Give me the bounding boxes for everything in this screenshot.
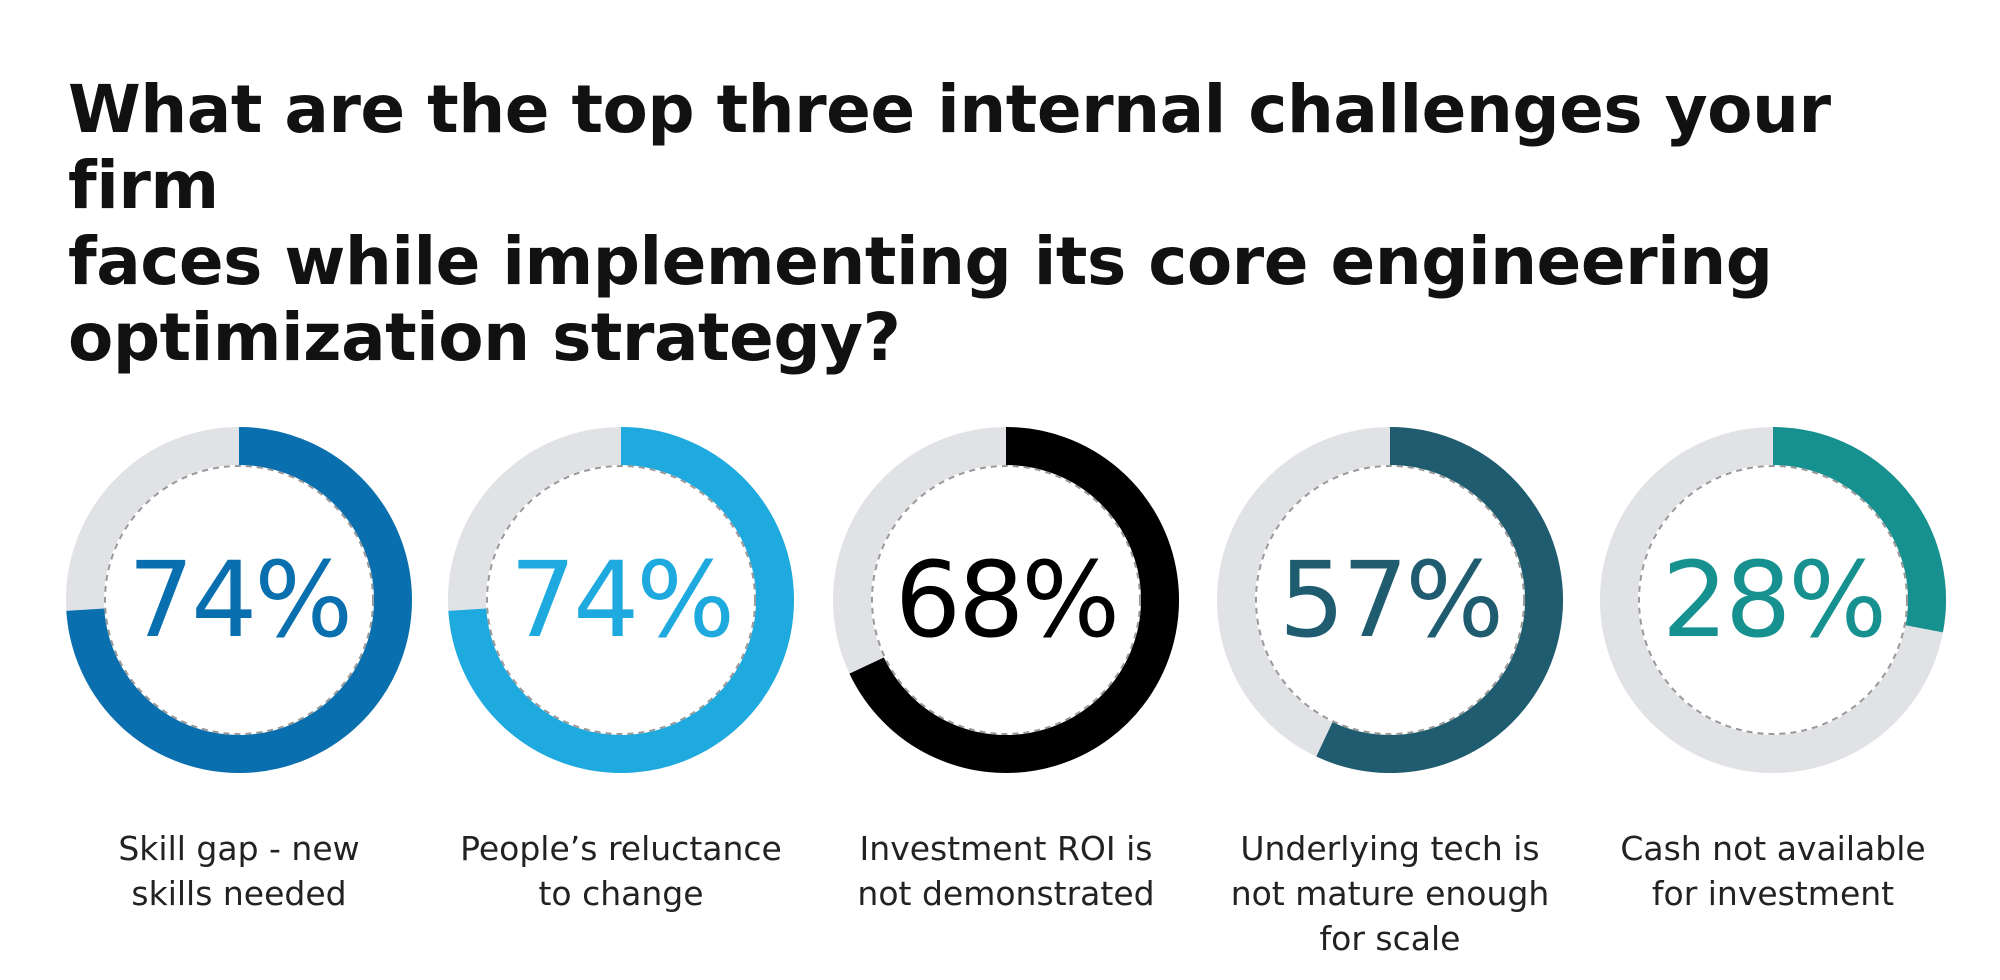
donut-chart-3 (833, 427, 1179, 773)
chart-title-line-2: faces while implementing its core engine… (68, 223, 1773, 300)
donut-value-1: 74% (127, 539, 353, 661)
donut-inner-ring-5 (1638, 465, 1908, 735)
donut-value-3: 68% (894, 539, 1120, 661)
donut-label-3-line-1: Investment ROI is (859, 829, 1153, 868)
donut-label-5: Cash not available for investment (1583, 826, 1963, 916)
chart-title: What are the top three internal challeng… (68, 72, 1888, 376)
donut-arc-3 (849, 427, 1179, 773)
donut-value-2: 74% (509, 539, 735, 661)
donut-inner-ring-2 (486, 465, 756, 735)
donut-arc-2 (448, 427, 794, 773)
donut-label-4-line-2: not mature enough (1230, 874, 1550, 913)
donut-chart-2 (448, 427, 794, 773)
donut-arc-1 (66, 427, 412, 773)
chart-title-line-1: What are the top three internal challeng… (68, 71, 1831, 224)
donut-label-5-line-2: for investment (1651, 874, 1895, 913)
donut-label-4: Underlying tech is not mature enough for… (1200, 826, 1580, 961)
donut-label-5-line-1: Cash not available (1620, 829, 1926, 868)
donut-value-5: 28% (1661, 539, 1887, 661)
donut-label-2-line-2: to change (538, 874, 704, 913)
donut-label-4-line-3: for scale (1319, 919, 1461, 958)
donut-label-1: Skill gap - new skills needed (49, 826, 429, 916)
donut-chart-1 (66, 427, 412, 773)
donut-label-1-line-1: Skill gap - new (118, 829, 360, 868)
chart-title-line-3: optimization strategy? (68, 299, 901, 376)
donut-inner-ring-3 (871, 465, 1141, 735)
donut-label-3-line-2: not demonstrated (857, 874, 1155, 913)
donut-arc-5 (1772, 427, 1946, 633)
donut-label-1-line-2: skills needed (131, 874, 347, 913)
donut-label-3: Investment ROI is not demonstrated (816, 826, 1196, 916)
donut-label-4-line-1: Underlying tech is (1240, 829, 1540, 868)
donut-value-4: 57% (1278, 539, 1504, 661)
donut-arc-4 (1316, 427, 1563, 773)
donut-label-2: People’s reluctance to change (431, 826, 811, 916)
donut-inner-ring-4 (1255, 465, 1525, 735)
donut-chart-5 (1600, 427, 1946, 773)
donut-chart-4 (1217, 427, 1563, 773)
donut-inner-ring-1 (104, 465, 374, 735)
donut-label-2-line-1: People’s reluctance (460, 829, 782, 868)
